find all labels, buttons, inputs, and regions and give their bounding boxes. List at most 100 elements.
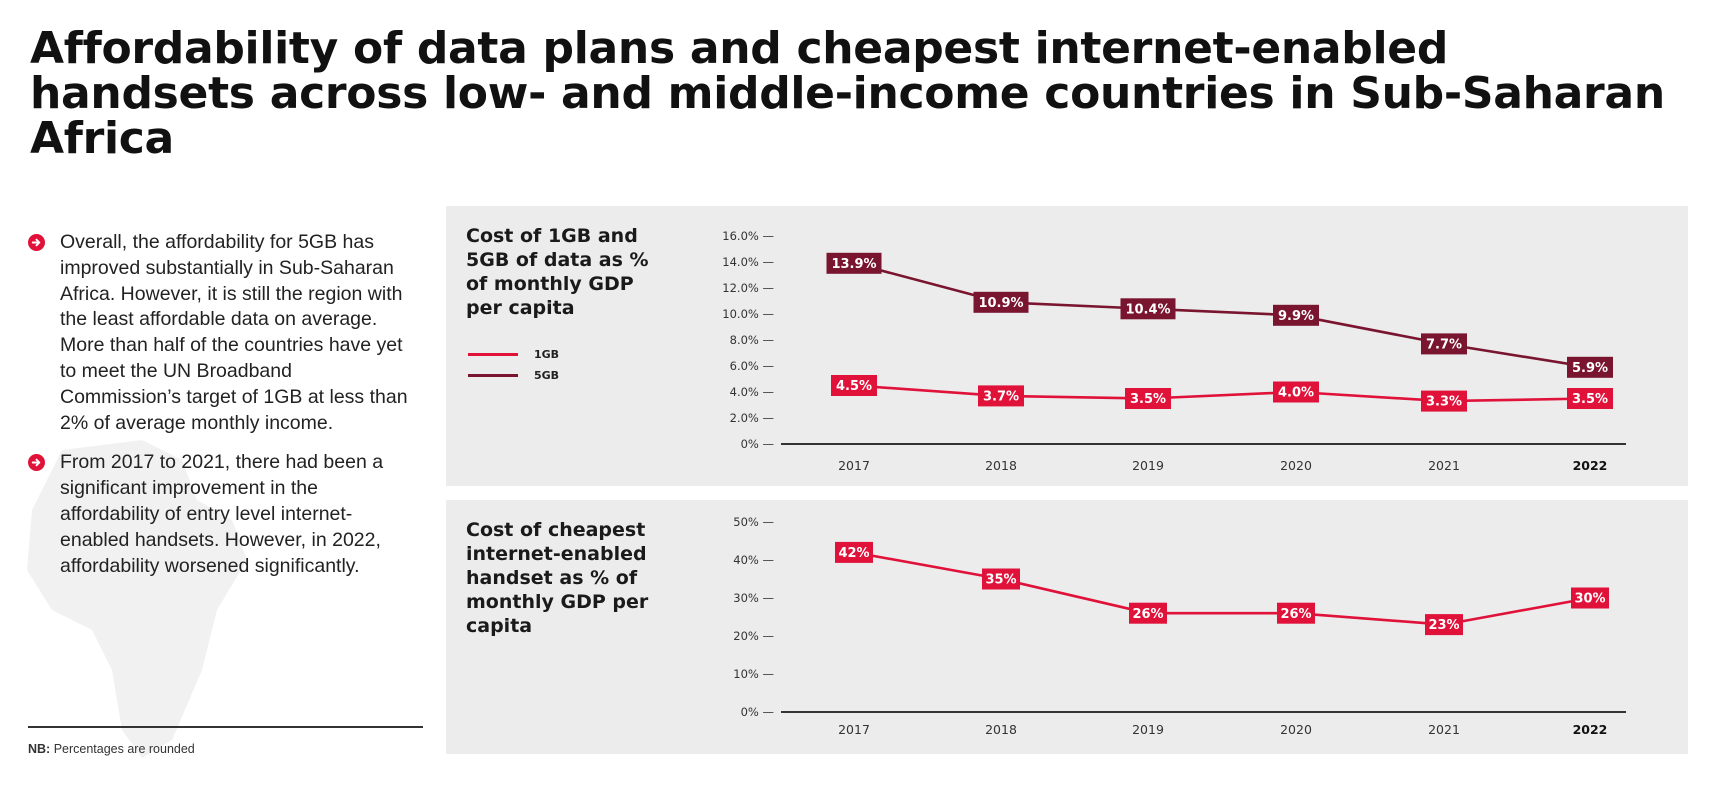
legend-swatch bbox=[468, 374, 518, 377]
data-label-text: 3.5% bbox=[1130, 392, 1166, 407]
data-label-text: 10.4% bbox=[1125, 302, 1170, 317]
data-label-text: 26% bbox=[1132, 607, 1163, 622]
data-label-box bbox=[1567, 388, 1613, 409]
x-tick-label: 2018 bbox=[985, 458, 1017, 473]
data-label-box bbox=[1421, 390, 1467, 412]
data-label-box bbox=[1273, 304, 1319, 326]
footnote: NB: Percentages are rounded bbox=[28, 742, 195, 756]
data-label-box bbox=[1425, 614, 1463, 636]
chart-panel-data-cost: Cost of 1GB and 5GB of data as % of mont… bbox=[446, 206, 1688, 486]
data-label: 10.4% bbox=[1120, 298, 1176, 320]
data-label: 3.3% bbox=[1421, 390, 1467, 412]
data-label-text: 30% bbox=[1574, 592, 1605, 607]
y-tick-label: 0% — bbox=[741, 437, 774, 451]
legend-item-5gb: 5GB bbox=[468, 365, 559, 386]
data-label-text: 26% bbox=[1280, 607, 1311, 622]
bullet-text: From 2017 to 2021, there had been a sign… bbox=[60, 451, 384, 577]
data-label: 42% bbox=[835, 541, 873, 563]
data-label-box bbox=[1277, 602, 1315, 624]
data-label-box bbox=[835, 541, 873, 563]
y-tick-label: 6.0% — bbox=[730, 359, 774, 373]
data-label: 7.7% bbox=[1421, 333, 1467, 355]
data-label-text: 10.9% bbox=[978, 296, 1023, 311]
x-tick-label: 2020 bbox=[1280, 458, 1312, 473]
data-label-box bbox=[1120, 298, 1176, 320]
data-label-text: 3.3% bbox=[1426, 395, 1462, 410]
data-label-text: 13.9% bbox=[831, 257, 876, 272]
data-label: 10.9% bbox=[973, 291, 1029, 313]
data-label-text: 42% bbox=[838, 546, 869, 561]
footnote-prefix: NB: bbox=[28, 742, 51, 756]
y-tick-label: 20% — bbox=[733, 629, 774, 643]
line-chart-data-cost: 0% — 2.0% — 4.0% — 6.0% — 8.0% — 10.0% — 12.0%… bbox=[722, 229, 1626, 473]
data-label: 3.7% bbox=[978, 385, 1024, 407]
data-label: 26% bbox=[1129, 602, 1167, 624]
x-tick-label: 2019 bbox=[1132, 458, 1164, 473]
x-tick-label: 2022 bbox=[1573, 722, 1608, 737]
data-label-box bbox=[978, 385, 1024, 407]
data-label-box bbox=[1273, 381, 1319, 403]
arrow-right-circle-icon bbox=[28, 234, 45, 251]
data-label-text: 7.7% bbox=[1426, 338, 1462, 353]
legend-label: 1GB bbox=[534, 348, 560, 361]
chart-title: Cost of cheapest internet-enabled handse… bbox=[466, 519, 649, 637]
x-tick-label: 2018 bbox=[985, 722, 1017, 737]
data-label-box bbox=[1129, 602, 1167, 624]
x-tick-label: 2021 bbox=[1428, 722, 1460, 737]
data-label: 26% bbox=[1277, 602, 1315, 624]
data-label-box bbox=[1571, 587, 1609, 609]
page-title: Affordability of data plans and cheapest… bbox=[30, 23, 1665, 164]
x-tick-label: 2020 bbox=[1280, 722, 1312, 737]
data-label: 3.5% bbox=[1567, 388, 1613, 409]
x-tick-label: 2021 bbox=[1428, 458, 1460, 473]
footnote-text: Percentages are rounded bbox=[50, 742, 195, 756]
bullet-item: Overall, the affordability for 5GB has i… bbox=[28, 230, 418, 436]
data-label-text: 9.9% bbox=[1278, 309, 1314, 324]
x-tick-label: 2017 bbox=[838, 722, 870, 737]
y-tick-label: 30% — bbox=[733, 591, 774, 605]
data-label-text: 35% bbox=[985, 573, 1016, 588]
y-tick-label: 14.0% — bbox=[722, 255, 774, 269]
data-label-box bbox=[1421, 333, 1467, 355]
legend-label: 5GB bbox=[534, 369, 560, 382]
arrow-right-circle-icon bbox=[28, 454, 45, 472]
y-tick-label: 0% — bbox=[741, 705, 774, 719]
data-label-text: 4.0% bbox=[1278, 386, 1314, 401]
x-tick-label: 2017 bbox=[838, 458, 870, 473]
data-label: 4.5% bbox=[831, 375, 877, 396]
data-label-box bbox=[826, 252, 882, 274]
data-label: 9.9% bbox=[1273, 304, 1319, 326]
line-chart-handset-cost: 0% — 10% — 20% — 30% — 40% — 50% — 2017 2018 201… bbox=[733, 515, 1626, 737]
data-label: 23% bbox=[1425, 614, 1463, 636]
series-line-5gb bbox=[853, 262, 1591, 369]
x-tick-label: 2019 bbox=[1132, 722, 1164, 737]
y-tick-label: 10% — bbox=[733, 667, 774, 681]
data-label: 13.9% bbox=[826, 252, 882, 274]
africa-map-watermark bbox=[27, 440, 247, 758]
data-label: 3.5% bbox=[1125, 388, 1171, 409]
legend-item-1gb: 1GB bbox=[468, 344, 559, 365]
data-label: 30% bbox=[1571, 587, 1609, 609]
data-label-text: 23% bbox=[1428, 618, 1459, 633]
legend-swatch bbox=[468, 353, 518, 356]
series-line-1gb bbox=[853, 384, 1591, 403]
data-label: 4.0% bbox=[1273, 381, 1319, 403]
data-label-box bbox=[1125, 388, 1171, 409]
y-tick-label: 10.0% — bbox=[722, 307, 774, 321]
series-line-handset bbox=[853, 551, 1591, 626]
data-label: 35% bbox=[982, 568, 1020, 590]
chart-title: Cost of 1GB and 5GB of data as % of mont… bbox=[466, 225, 649, 319]
note-divider bbox=[28, 726, 423, 728]
data-label-text: 3.7% bbox=[983, 390, 1019, 405]
data-label-text: 4.5% bbox=[836, 379, 872, 394]
data-label-box bbox=[973, 291, 1029, 313]
y-tick-label: 40% — bbox=[733, 553, 774, 567]
data-label-box bbox=[831, 375, 877, 396]
bullet-text: Overall, the affordability for 5GB has i… bbox=[60, 231, 408, 434]
y-tick-label: 8.0% — bbox=[730, 333, 774, 347]
y-tick-label: 16.0% — bbox=[722, 229, 774, 243]
chart-panel-handset-cost: Cost of cheapest internet-enabled handse… bbox=[446, 500, 1688, 754]
bullet-item: From 2017 to 2021, there had been a sign… bbox=[28, 450, 418, 579]
y-tick-label: 12.0% — bbox=[722, 281, 774, 295]
chart-legend: 1GB 5GB bbox=[468, 344, 559, 386]
